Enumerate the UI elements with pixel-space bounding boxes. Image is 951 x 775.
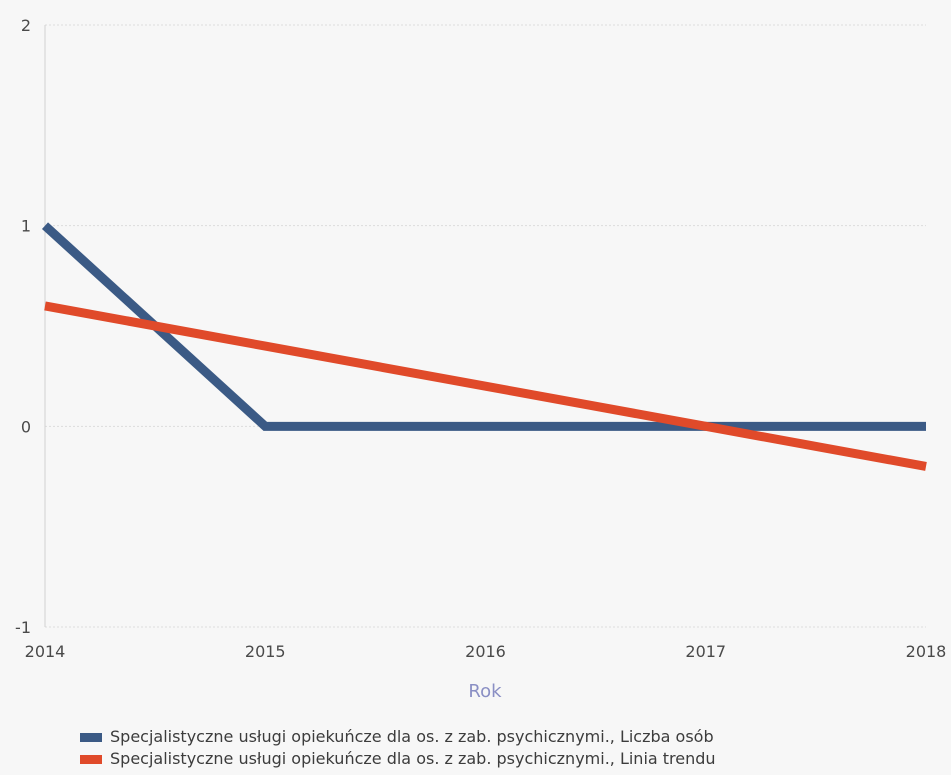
legend-item-series-2[interactable]: Specjalistyczne usługi opiekuńcze dla os…: [80, 748, 716, 770]
series-line-2: [44, 301, 927, 471]
x-tick-label: 2017: [685, 642, 726, 661]
legend-swatch-series-1: [80, 732, 102, 742]
legend: Specjalistyczne usługi opiekuńcze dla os…: [80, 726, 716, 770]
y-tick-label: -1: [15, 618, 31, 637]
legend-label-series-2: Specjalistyczne usługi opiekuńcze dla os…: [110, 749, 716, 768]
legend-swatch-series-2: [80, 754, 102, 764]
x-tick-label: 2014: [25, 642, 66, 661]
x-tick-label: 2016: [465, 642, 506, 661]
y-tick-label: 1: [21, 217, 31, 236]
y-tick-label: 0: [21, 417, 31, 436]
legend-label-series-1: Specjalistyczne usługi opiekuńcze dla os…: [110, 727, 714, 746]
y-tick-label: 2: [21, 16, 31, 35]
series-lines: [41, 222, 927, 471]
legend-item-series-1[interactable]: Specjalistyczne usługi opiekuńcze dla os…: [80, 726, 716, 748]
x-tick-label: 2018: [906, 642, 947, 661]
x-tick-label: 2015: [245, 642, 286, 661]
line-chart: -1 0 1 2 2014 2015 2016 2017 2018 Rok: [15, 16, 946, 702]
tick-labels: -1 0 1 2 2014 2015 2016 2017 2018: [15, 16, 946, 661]
x-axis-title: Rok: [468, 681, 502, 702]
series-line-1: [41, 222, 926, 431]
